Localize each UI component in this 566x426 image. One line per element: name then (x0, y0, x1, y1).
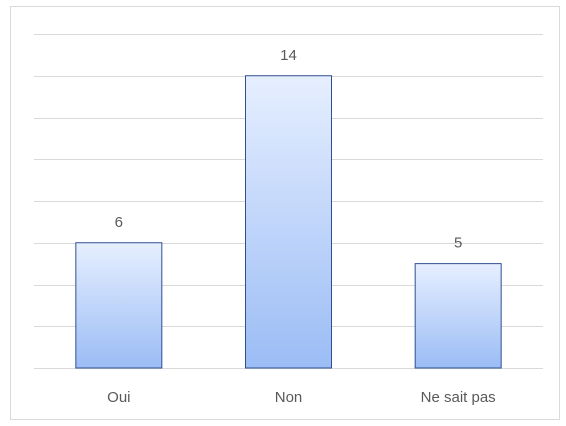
category-label: Ne sait pas (421, 389, 496, 406)
bar-oui (75, 242, 163, 369)
category-label: Non (275, 389, 303, 406)
bars (75, 75, 502, 369)
category-labels: Oui Non Ne sait pas (107, 389, 496, 406)
bar-ne-sait-pas (414, 263, 502, 369)
category-label: Oui (107, 389, 130, 406)
data-label: 6 (115, 214, 123, 231)
data-label: 5 (454, 235, 462, 252)
data-label: 14 (280, 47, 297, 64)
bar-non (245, 75, 332, 369)
data-labels: 6 14 5 (115, 47, 463, 252)
